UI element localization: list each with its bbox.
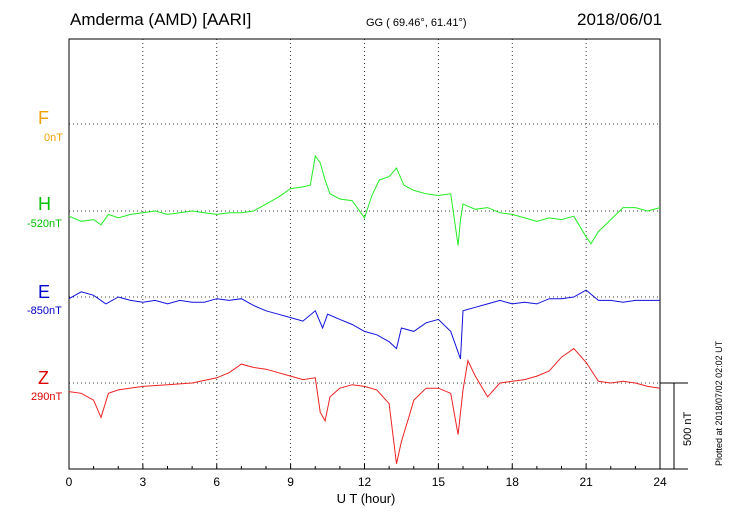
x-axis-label: U T (hour) <box>337 491 396 506</box>
scale-bar <box>660 382 688 470</box>
component-h-baseline: -520nT <box>27 218 62 230</box>
x-tick-label: 12 <box>358 475 372 489</box>
geo-coordinates: GG ( 69.46°, 61.41°) <box>366 17 467 29</box>
scale-bar-label: 500 nT <box>682 411 694 446</box>
component-e-baseline: -850nT <box>27 305 62 317</box>
series-z-line <box>68 347 661 464</box>
series-e-line <box>68 289 660 360</box>
x-tick-label: 3 <box>140 475 147 489</box>
x-tick-label: 21 <box>579 475 593 489</box>
component-z-baseline: 290nT <box>31 391 63 403</box>
series-group <box>68 154 661 464</box>
station-title: Amderma (AMD) [AARI] <box>70 10 252 29</box>
x-tick-label: 15 <box>432 475 446 489</box>
axis-ticks: 0 3 6 9 12 15 18 21 24 <box>66 464 667 489</box>
component-f-baseline: 0nT <box>44 132 63 144</box>
component-h-letter: H <box>38 194 51 214</box>
component-f-letter: F <box>38 108 49 128</box>
date-label: 2018/06/01 <box>577 10 663 29</box>
grid-lines <box>69 39 660 469</box>
x-tick-label: 18 <box>506 475 520 489</box>
x-tick-label: 24 <box>653 475 667 489</box>
x-tick-label: 9 <box>287 475 294 489</box>
component-z-letter: Z <box>38 368 49 388</box>
component-e-letter: E <box>38 282 51 302</box>
x-tick-label: 6 <box>213 475 220 489</box>
plotted-timestamp: Plotted at 2018/07/02 02:02 UT <box>714 340 724 466</box>
series-h-line <box>68 154 661 246</box>
x-tick-label: 0 <box>66 475 73 489</box>
